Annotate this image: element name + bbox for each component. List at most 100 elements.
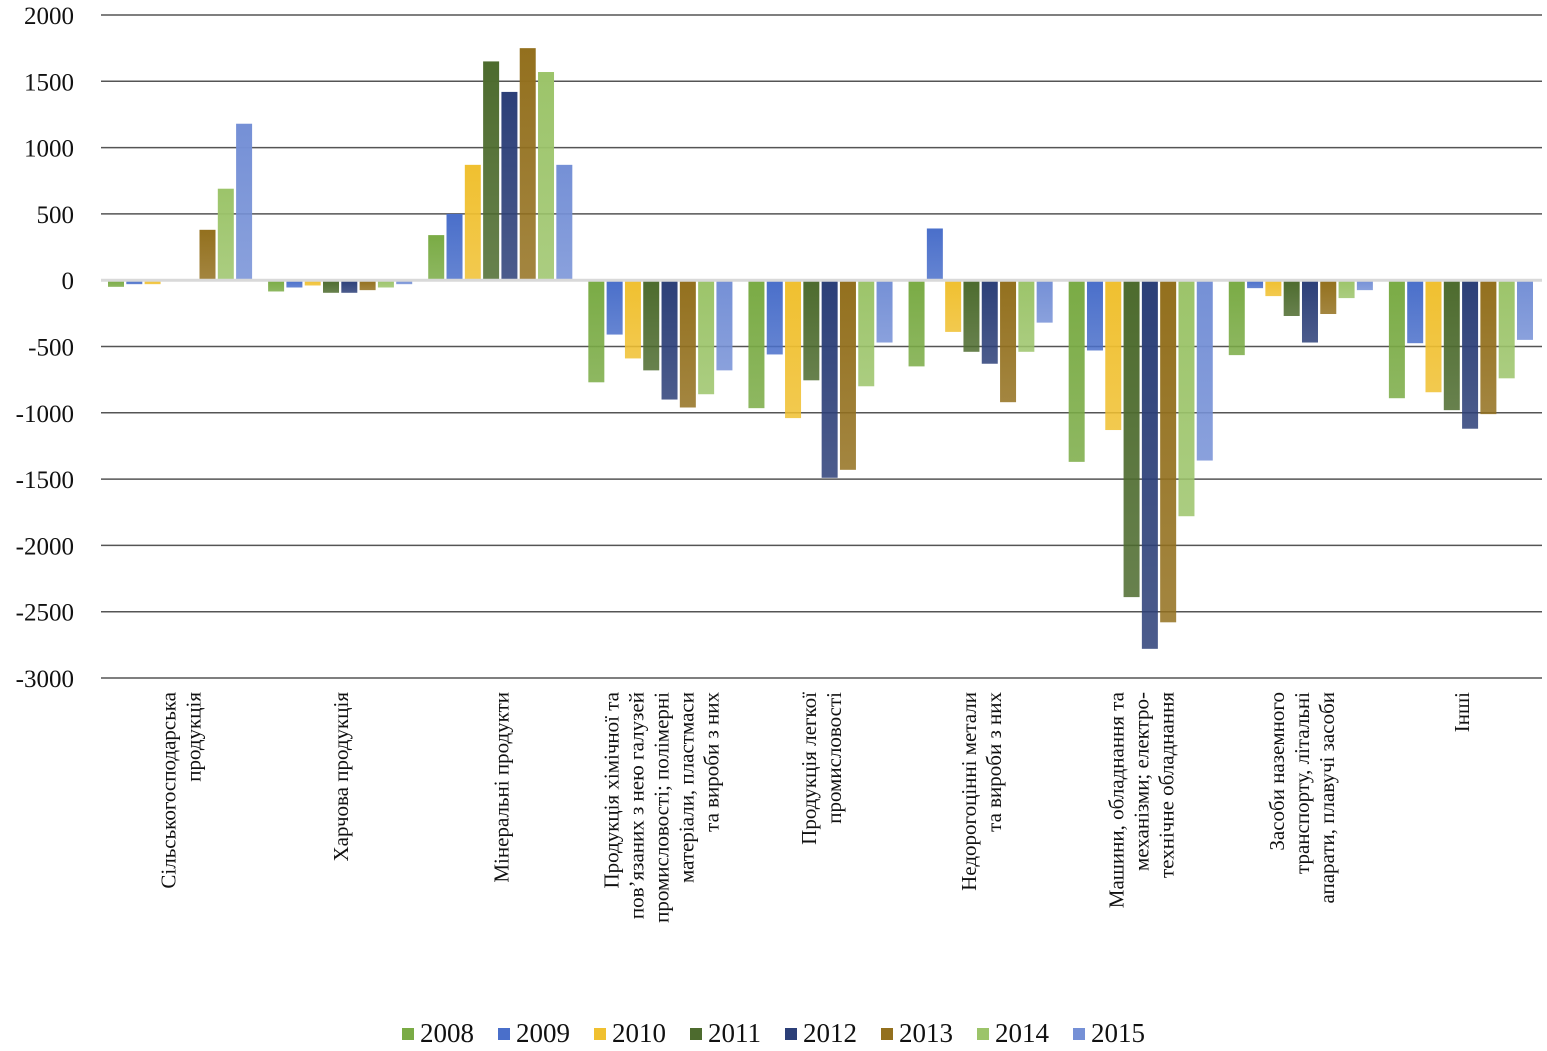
- category-label-line: Продукція легкої: [797, 692, 821, 845]
- bar-2009-cat-0: [126, 280, 143, 285]
- category-label-line: матеріали, пластмаси: [674, 692, 698, 883]
- legend-item-2013: 2013: [881, 1018, 953, 1049]
- category-label-line: Мінеральні продукти: [489, 692, 513, 883]
- gridlines: [101, 14, 1542, 679]
- bar-2015-cat-0: [236, 123, 253, 281]
- legend-label: 2008: [420, 1018, 474, 1048]
- bar-2013-cat-5: [1000, 280, 1017, 403]
- bar-2009-cat-6: [1086, 280, 1103, 351]
- bar-2014-cat-6: [1178, 280, 1195, 517]
- y-axis-ticks: 2000 1500 1000 500 0 -500 -1000 -1500 -2000 -2500…: [16, 3, 74, 693]
- category-label-line: Інші: [1450, 692, 1474, 732]
- category-label-line: та вироби з них: [699, 692, 723, 832]
- bar-2012-cat-8: [1462, 280, 1479, 429]
- y-tick-label: 1000: [24, 136, 74, 163]
- bar-2008-cat-2: [428, 235, 445, 281]
- legend-label: 2013: [899, 1018, 953, 1048]
- bar-2011-cat-8: [1443, 280, 1460, 411]
- category-label-line: Продукція хімічної та: [599, 691, 623, 888]
- category-label: Продукція хімічної та пов’язаних з нею га…: [599, 691, 723, 923]
- bar-2015-cat-4: [876, 280, 893, 343]
- legend-label: 2012: [803, 1018, 857, 1048]
- legend-item-2015: 2015: [1073, 1018, 1145, 1049]
- legend-label: 2009: [516, 1018, 570, 1048]
- bar-2015-cat-1: [396, 280, 413, 285]
- y-tick-label: 0: [62, 268, 75, 295]
- category-label: Мінеральні продукти: [489, 692, 513, 883]
- bar-2009-cat-5: [926, 228, 943, 281]
- category-label-line: пов’язаних з нею галузей: [624, 692, 648, 919]
- bar-2010-cat-6: [1105, 280, 1122, 431]
- bar-2012-cat-4: [821, 280, 838, 478]
- legend-swatch-icon: [498, 1027, 510, 1040]
- bar-2009-cat-2: [446, 213, 463, 281]
- bar-2014-cat-4: [858, 280, 875, 387]
- bar-2011-cat-7: [1283, 280, 1300, 317]
- bar-2014-cat-7: [1338, 280, 1355, 299]
- bar-2009-cat-1: [286, 280, 303, 288]
- bar-2015-cat-6: [1196, 280, 1213, 461]
- legend-swatch-icon: [594, 1027, 606, 1040]
- y-tick-label: 2000: [24, 3, 74, 30]
- category-label-line: апарати, плавучі засоби: [1315, 692, 1339, 904]
- bar-2014-cat-3: [698, 280, 715, 395]
- bar-2010-cat-4: [785, 280, 802, 419]
- category-label-line: продукція: [182, 692, 206, 782]
- bar-2008-cat-0: [108, 280, 124, 287]
- legend-label: 2014: [995, 1018, 1049, 1048]
- y-tick-label: -1000: [16, 401, 74, 428]
- legend-item-2011: 2011: [690, 1018, 761, 1049]
- legend-item-2012: 2012: [785, 1018, 857, 1049]
- y-tick-label: 1500: [24, 69, 74, 96]
- bar-2014-cat-8: [1498, 280, 1515, 379]
- legend-swatch-icon: [402, 1027, 414, 1040]
- category-label-line: промисловості: [822, 692, 846, 824]
- bar-2014-cat-1: [377, 280, 394, 288]
- bar-2008-cat-1: [268, 280, 285, 292]
- bar-2010-cat-0: [144, 280, 161, 285]
- bar-2008-cat-6: [1068, 280, 1085, 462]
- category-label-line: Харчова продукція: [329, 692, 353, 862]
- bar-2010-cat-1: [304, 280, 321, 286]
- bar-2008-cat-4: [748, 280, 765, 409]
- bar-2008-cat-3: [588, 280, 605, 383]
- legend-swatch-icon: [690, 1027, 702, 1040]
- bar-2013-cat-2: [519, 48, 536, 281]
- bar-2013-cat-6: [1160, 280, 1177, 623]
- bar-2011-cat-1: [323, 280, 340, 293]
- bar-2011-cat-4: [803, 280, 820, 381]
- bar-2011-cat-5: [963, 280, 980, 352]
- category-label: Засоби наземного транспорту, літальні апар…: [1265, 692, 1339, 904]
- bar-2014-cat-5: [1018, 280, 1035, 352]
- bar-2008-cat-8: [1388, 280, 1405, 399]
- bar-2015-cat-3: [716, 280, 733, 371]
- legend-item-2009: 2009: [498, 1018, 570, 1049]
- y-tick-label: -2000: [16, 533, 74, 560]
- legend-item-2010: 2010: [594, 1018, 666, 1049]
- bar-2015-cat-8: [1516, 280, 1533, 340]
- legend-item-2008: 2008: [402, 1018, 474, 1049]
- bar-2014-cat-2: [538, 72, 555, 281]
- y-tick-label: -3000: [16, 666, 74, 693]
- bar-chart: 2000 1500 1000 500 0 -500 -1000 -1500 -2000 -2500…: [16, 3, 1542, 923]
- category-label-line: Сільськогосподарська: [157, 691, 181, 888]
- category-label-line: та вироби з них: [982, 692, 1006, 832]
- bar-2012-cat-1: [341, 280, 358, 293]
- legend-label: 2015: [1091, 1018, 1145, 1048]
- legend-label: 2011: [708, 1018, 761, 1048]
- legend-swatch-icon: [785, 1027, 797, 1040]
- category-label-line: Машини, обладнання та: [1105, 691, 1129, 908]
- legend-swatch-icon: [977, 1027, 989, 1040]
- y-tick-label: -500: [28, 335, 74, 362]
- category-label: Недорогоцінні метали та вироби з них: [957, 692, 1006, 891]
- bar-2013-cat-3: [679, 280, 696, 408]
- bar-2009-cat-3: [606, 280, 623, 335]
- y-tick-label: -1500: [16, 467, 74, 494]
- category-label-line: промисловості; полімерні: [649, 692, 673, 923]
- bar-2013-cat-7: [1320, 280, 1337, 315]
- category-label: Харчова продукція: [329, 692, 353, 862]
- bar-2010-cat-8: [1425, 280, 1442, 393]
- category-label-line: Засоби наземного: [1265, 692, 1289, 851]
- bar-2010-cat-5: [945, 280, 962, 332]
- bar-2012-cat-2: [501, 91, 518, 281]
